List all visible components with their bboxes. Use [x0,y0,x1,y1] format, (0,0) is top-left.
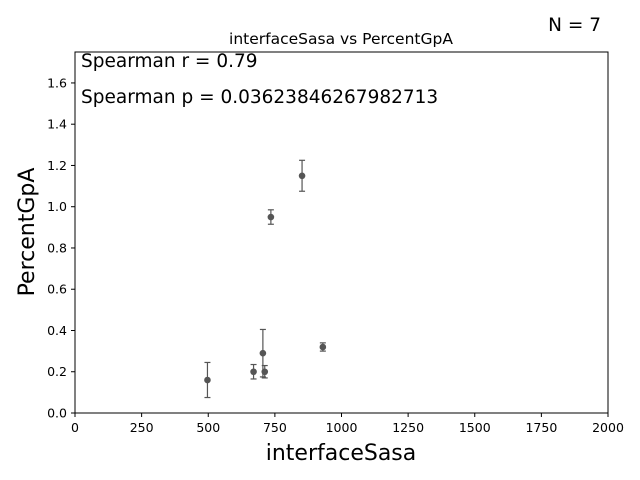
data-point [298,159,306,192]
data-point [319,342,327,352]
x-tick-label: 1000 [326,420,358,435]
data-point [261,364,269,379]
point-marker [259,349,267,357]
y-tick-label: 0.0 [47,406,67,421]
data-point [259,328,267,378]
point-marker [298,172,306,180]
x-axis-ticks: 0 250 500 750 1000 1250 1500 1750 2000 [71,413,624,435]
x-tick-label: 1500 [459,420,491,435]
y-tick-label: 0.6 [47,282,67,297]
spearman-p-annotation: Spearman p = 0.03623846267982713 [81,87,438,108]
sample-count: N = 7 [548,15,601,36]
x-axis-label: interfaceSasa [266,441,417,466]
point-marker [261,368,269,376]
x-tick-label: 1250 [392,420,424,435]
x-tick-label: 1750 [525,420,557,435]
x-tick-label: 0 [71,420,79,435]
data-points [204,159,327,399]
data-point [267,209,275,225]
point-marker [319,343,327,351]
chart-title: interfaceSasa vs PercentGpA [229,30,453,48]
y-tick-label: 0.8 [47,240,67,255]
y-axis-ticks: 0.0 0.2 0.4 0.6 0.8 1.0 1.2 1.4 1.6 [47,75,75,421]
spearman-r-annotation: Spearman r = 0.79 [81,51,258,72]
x-tick-label: 250 [130,420,154,435]
data-point [204,361,211,399]
point-marker [204,376,211,384]
point-marker [267,213,275,221]
y-tick-label: 0.2 [47,364,67,379]
y-tick-label: 1.0 [47,199,67,214]
y-axis-label: PercentGpA [15,168,40,297]
data-point [250,363,257,380]
x-tick-label: 2000 [592,420,624,435]
y-tick-label: 1.2 [47,158,67,173]
x-tick-label: 750 [263,420,287,435]
y-tick-label: 1.4 [47,117,67,132]
y-tick-label: 0.4 [47,323,67,338]
x-tick-label: 500 [196,420,220,435]
y-tick-label: 1.6 [47,75,67,90]
point-marker [250,368,257,376]
